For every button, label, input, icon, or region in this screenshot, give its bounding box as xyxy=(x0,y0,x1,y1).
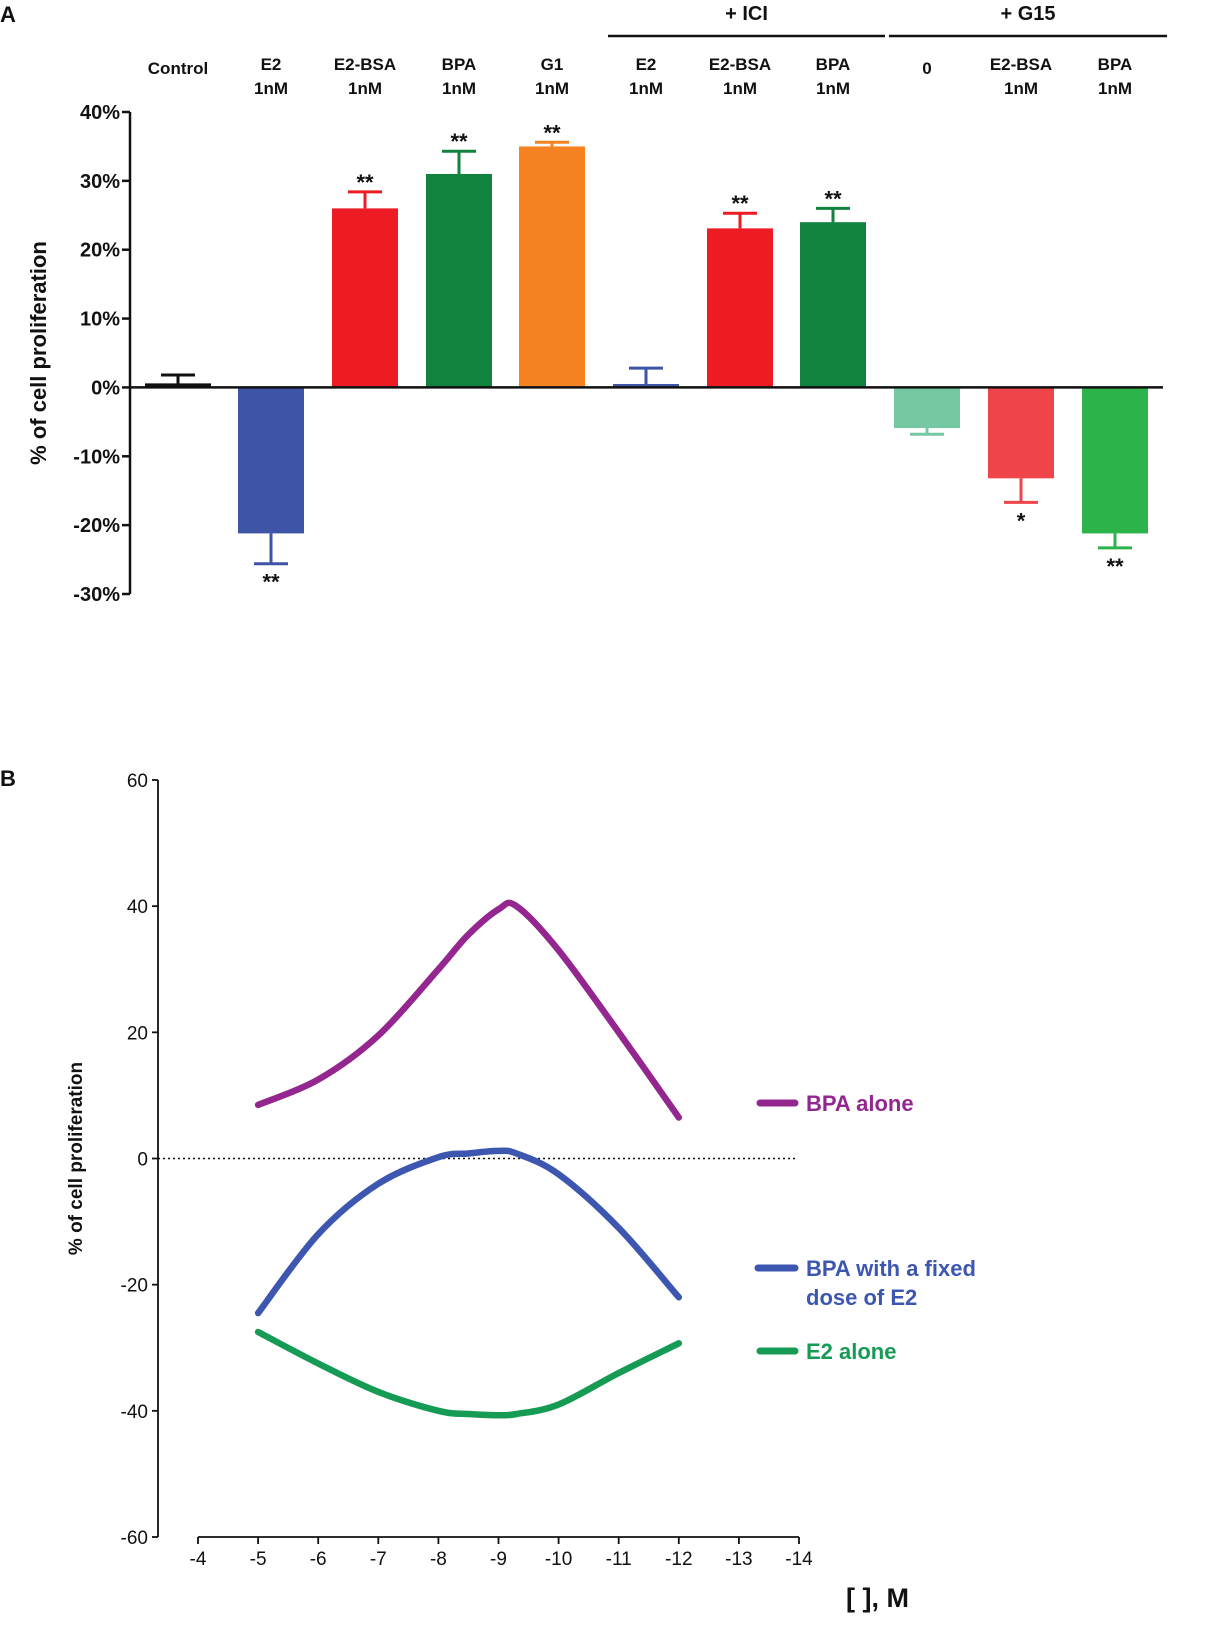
y-tick-label-b: 40 xyxy=(127,897,148,918)
x-tick-label-b: -10 xyxy=(545,1549,572,1570)
x-tick-label-b: -11 xyxy=(606,1549,632,1570)
significance-label: ** xyxy=(731,191,749,216)
legend-label-bpa-with-e2-line1: BPA with a fixed xyxy=(806,1256,976,1281)
significance-label: ** xyxy=(262,570,280,595)
x-tick-label-b: -14 xyxy=(785,1549,813,1570)
series-line xyxy=(254,899,683,1121)
significance-label: ** xyxy=(356,170,374,195)
significance-label: ** xyxy=(543,120,561,145)
group-label: + G15 xyxy=(1000,3,1055,25)
bar xyxy=(519,146,585,388)
y-tick-label-a: -10% xyxy=(73,446,120,468)
bars: ****** **** ***** xyxy=(145,120,1148,595)
category-name-label: E2-BSA xyxy=(709,55,771,74)
y-axis-title-b: % of cell proliferation xyxy=(66,1062,87,1255)
y-tick-label-b: -60 xyxy=(121,1528,148,1549)
category-name-label: E2 xyxy=(636,55,657,74)
y-tick-label-b: -40 xyxy=(121,1402,148,1423)
y-tick-label-a: 20% xyxy=(80,240,120,262)
category-name-label: BPA xyxy=(816,55,851,74)
category-name-label: G1 xyxy=(541,55,564,74)
x-tick-label-b: -13 xyxy=(725,1549,752,1570)
category-name-label: E2 xyxy=(261,55,282,74)
category-name-label: E2-BSA xyxy=(990,55,1052,74)
y-tick-label-b: 20 xyxy=(127,1023,148,1044)
group-label: + ICI xyxy=(725,3,768,25)
bar xyxy=(988,387,1054,479)
bar xyxy=(894,387,960,429)
y-tick-label-b: -20 xyxy=(121,1276,148,1297)
y-tick-label-a: -30% xyxy=(73,584,120,606)
bar xyxy=(332,208,398,388)
bar xyxy=(426,173,492,388)
x-tick-label-b: -5 xyxy=(250,1549,267,1570)
category-name-label: 0 xyxy=(922,59,931,78)
y-tick-label-b: 0 xyxy=(137,1150,148,1171)
x-tick-label-b: -7 xyxy=(370,1549,387,1570)
legend-label-e2-alone: E2 alone xyxy=(806,1339,896,1364)
x-tick-label-b: -4 xyxy=(190,1549,207,1570)
panel-a-bar-chart: + ICI + G15 Control E2 1nM E2-BSA 1nM BPA 1nM G1… xyxy=(26,3,1167,606)
y-axis-a: 40% 30% 20% 10% 0% -10% -20% -30% xyxy=(73,102,132,606)
axes-b: 60 40 20 0 -20 -40 -60 -4 -5 -6 -7 -8 -9 -10 -11 -12 -13… xyxy=(121,771,814,1570)
bar xyxy=(238,387,304,534)
significance-label: ** xyxy=(450,129,468,154)
series-line xyxy=(254,1328,683,1419)
panel-a-label: A xyxy=(0,2,16,27)
group-headers: + ICI + G15 xyxy=(608,3,1167,38)
bar xyxy=(613,383,679,388)
significance-label: ** xyxy=(1106,554,1124,579)
category-labels: Control E2 1nM E2-BSA 1nM BPA 1nM G1 1nM E2 1nM E2-… xyxy=(148,55,1133,98)
category-dose-label: 1nM xyxy=(348,79,382,98)
category-dose-label: 1nM xyxy=(1004,79,1038,98)
x-tick-label-b: -9 xyxy=(490,1549,507,1570)
x-tick-label-b: -12 xyxy=(665,1549,692,1570)
y-tick-label-a: 0% xyxy=(91,377,120,399)
legend-label-bpa-with-e2-line2: dose of E2 xyxy=(806,1285,917,1310)
x-tick-label-b: -6 xyxy=(310,1549,327,1570)
bar xyxy=(707,228,773,388)
category-dose-label: 1nM xyxy=(254,79,288,98)
series-line xyxy=(254,1147,683,1317)
y-tick-label-a: -20% xyxy=(73,515,120,537)
x-axis-title-b: [ ], M xyxy=(846,1583,909,1613)
legend: BPA alone BPA with a fixed dose of E2 E2… xyxy=(754,1091,976,1364)
y-tick-label-a: 10% xyxy=(80,309,120,331)
category-dose-label: 1nM xyxy=(535,79,569,98)
category-name-label: BPA xyxy=(1098,55,1133,74)
y-tick-label-a: 30% xyxy=(80,171,120,193)
significance-label: ** xyxy=(824,186,842,211)
y-axis-title-a: % of cell proliferation xyxy=(26,241,51,465)
y-tick-label-b: 60 xyxy=(127,771,148,792)
x-tick-label-b: -8 xyxy=(430,1549,447,1570)
panel-b-line-chart: 60 40 20 0 -20 -40 -60 -4 -5 -6 -7 -8 -9 -10 -11 -12 -13… xyxy=(66,771,976,1613)
legend-label-bpa-alone: BPA alone xyxy=(806,1091,914,1116)
bar xyxy=(1082,387,1148,534)
category-dose-label: 1nM xyxy=(442,79,476,98)
category-dose-label: 1nM xyxy=(816,79,850,98)
category-name-label: BPA xyxy=(442,55,477,74)
category-dose-label: 1nM xyxy=(629,79,663,98)
category-dose-label: 1nM xyxy=(723,79,757,98)
significance-label: * xyxy=(1017,508,1026,533)
category-name-label: E2-BSA xyxy=(334,55,396,74)
series-lines xyxy=(254,899,683,1419)
y-tick-label-a: 40% xyxy=(80,102,120,124)
category-name-label: Control xyxy=(148,59,208,78)
category-dose-label: 1nM xyxy=(1098,79,1132,98)
bar xyxy=(800,222,866,388)
panel-b-label: B xyxy=(0,766,16,791)
